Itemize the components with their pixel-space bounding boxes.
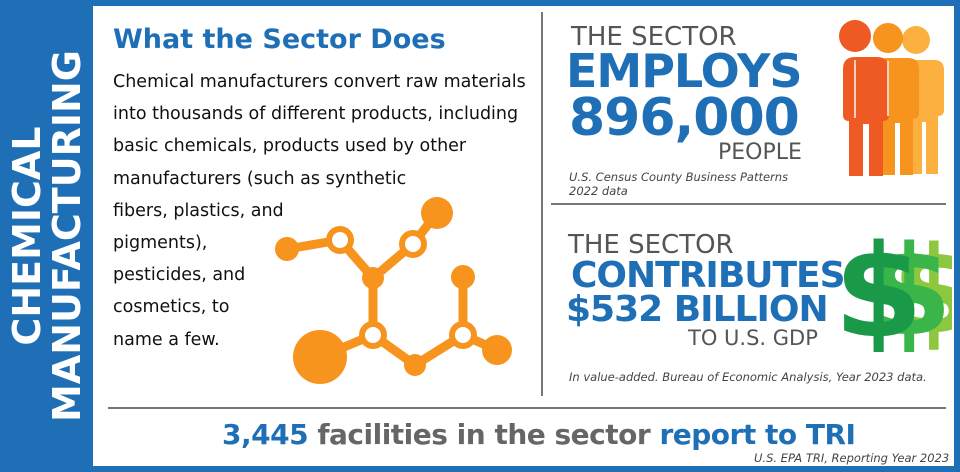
tri-source: U.S. EPA TRI, Reporting Year 2023	[754, 451, 950, 465]
contributes-the-sector: THE SECTOR	[568, 230, 734, 260]
contributes-source: In value-added. Bureau of Economic Analy…	[569, 370, 927, 384]
right-horizontal-divider	[551, 203, 946, 205]
description-line: into thousands of different products, in…	[113, 104, 519, 125]
vertical-divider	[541, 12, 543, 396]
description-line: fibers, plastics, and	[113, 200, 284, 221]
bottom-horizontal-divider	[108, 407, 946, 409]
contributes-verb: CONTRIBUTES	[571, 255, 846, 296]
content-panel	[93, 6, 954, 466]
employs-unit: PEOPLE	[718, 140, 802, 165]
contributes-unit: TO U.S. GDP	[688, 326, 818, 350]
description-line: name a few.	[113, 329, 220, 350]
svg-text:$: $	[834, 222, 923, 352]
employs-source-line1: U.S. Census County Business Patterns	[569, 170, 789, 184]
employs-verb: EMPLOYS	[566, 44, 802, 98]
facilities-end-text: report to TRI	[659, 418, 856, 451]
description-line: pigments),	[113, 233, 208, 254]
facilities-count: 3,445	[222, 418, 309, 451]
side-title-line2: MANUFACTURING	[44, 50, 89, 422]
side-title-line1: CHEMICAL	[4, 126, 49, 346]
facilities-middle-text: facilities in the sector	[308, 418, 660, 451]
svg-text:$: $	[866, 222, 952, 352]
people-group-icon	[833, 20, 944, 176]
description-line: cosmetics, to	[113, 297, 230, 318]
description-line: manufacturers (such as synthetic	[113, 168, 407, 189]
dollar-signs-icon: $ $ $	[834, 222, 952, 352]
side-title: CHEMICAL MANUFACTURING	[0, 0, 93, 472]
molecule-icon	[275, 197, 512, 384]
facilities-statement: 3,445 facilities in the sector report to…	[222, 418, 856, 451]
description-line: pesticides, and	[113, 265, 246, 286]
employs-number: 896,000	[569, 88, 800, 148]
employs-the-sector: THE SECTOR	[571, 22, 737, 52]
description-line: basic chemicals, products used by other	[113, 136, 467, 157]
sector-description: Chemical manufacturers convert raw mater…	[113, 66, 533, 356]
what-sector-does-heading: What the Sector Does	[113, 24, 446, 55]
svg-text:$: $	[892, 222, 952, 352]
contributes-amount: $532 BILLION	[566, 289, 829, 330]
employs-source-line2: 2022 data	[569, 184, 628, 198]
description-line: Chemical manufacturers convert raw mater…	[113, 72, 526, 92]
